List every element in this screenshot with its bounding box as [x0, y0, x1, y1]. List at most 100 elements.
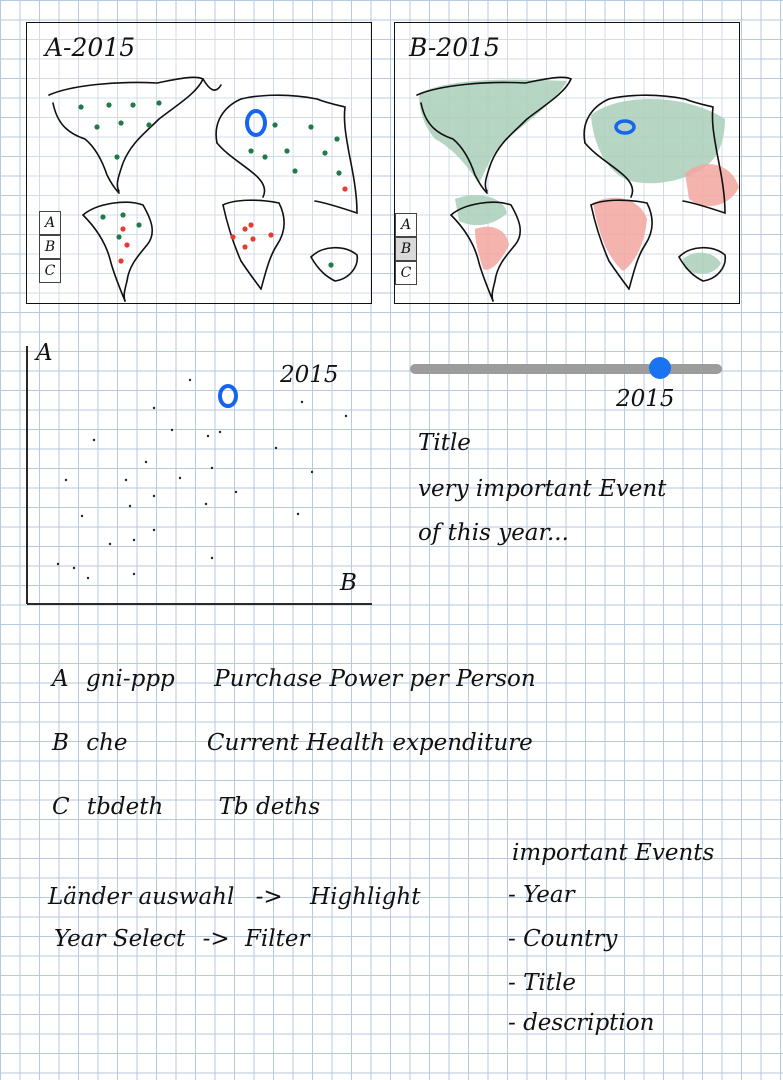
- selected-country-marker: [245, 109, 267, 137]
- greenland-outline: [202, 78, 222, 91]
- country-dot-green[interactable]: [94, 124, 100, 130]
- scatter-point[interactable]: [144, 460, 148, 464]
- country-dot-green[interactable]: [118, 120, 124, 126]
- interaction-country-select: Länder auswahl -> Highlight: [48, 884, 420, 910]
- scatter-year-label: 2015: [280, 362, 339, 388]
- important-events-item-title: - Title: [508, 970, 576, 996]
- important-events-item-description: - description: [508, 1010, 655, 1036]
- country-dot-red[interactable]: [118, 258, 124, 264]
- scatter-point[interactable]: [204, 502, 208, 506]
- interaction-year-select: Year Select -> Filter: [54, 926, 309, 952]
- scatter-point[interactable]: [72, 566, 76, 570]
- scatter-point[interactable]: [92, 438, 96, 442]
- legend-a-option-c[interactable]: C: [39, 259, 61, 283]
- legend-b-option-b[interactable]: B: [395, 237, 417, 261]
- scatter-point[interactable]: [152, 528, 156, 532]
- scatter-point[interactable]: [234, 490, 238, 494]
- scatter-point[interactable]: [300, 400, 304, 404]
- definition-a: A gni-ppp Purchase Power per Person: [52, 666, 536, 692]
- scatter-point[interactable]: [108, 542, 112, 546]
- country-dot-green[interactable]: [292, 168, 298, 174]
- fill-north-america: [419, 79, 567, 183]
- country-dot-red[interactable]: [250, 236, 256, 242]
- interaction-source: Year Select: [54, 926, 186, 952]
- scatter-point[interactable]: [152, 494, 156, 498]
- scatter-point[interactable]: [344, 414, 348, 418]
- country-dot-green[interactable]: [248, 148, 254, 154]
- event-line-1: very important Event: [418, 476, 667, 502]
- scatter-point[interactable]: [132, 538, 136, 542]
- choropleth-fills: [419, 79, 739, 274]
- y-axis-label: A: [36, 340, 53, 366]
- africa-outline: [222, 199, 285, 290]
- scatter-point[interactable]: [310, 470, 314, 474]
- country-dot-green[interactable]: [284, 148, 290, 154]
- country-dot-green[interactable]: [334, 136, 340, 142]
- country-dot-red[interactable]: [248, 222, 254, 228]
- definition-b: B che Current Health expenditure: [52, 730, 533, 756]
- country-dot-green[interactable]: [136, 222, 142, 228]
- scatter-point[interactable]: [188, 378, 192, 382]
- scatter-point[interactable]: [274, 446, 278, 450]
- definition-b-desc: Current Health expenditure: [206, 730, 533, 756]
- country-dot-red[interactable]: [268, 232, 274, 238]
- definition-c-code: tbdeth: [86, 794, 164, 820]
- country-dot-red[interactable]: [230, 234, 236, 240]
- country-dot-green[interactable]: [272, 122, 278, 128]
- definition-c: C tbdeth Tb deths: [52, 794, 320, 820]
- country-dot-green[interactable]: [116, 234, 122, 240]
- country-dot-green[interactable]: [100, 214, 106, 220]
- scatter-point[interactable]: [80, 514, 84, 518]
- country-dot-green[interactable]: [322, 150, 328, 156]
- event-line-2: of this year...: [418, 520, 569, 546]
- legend-b-option-a[interactable]: A: [395, 213, 417, 237]
- south-america-outline: [82, 201, 154, 302]
- country-dot-red[interactable]: [242, 244, 248, 250]
- interaction-target: Filter: [244, 926, 310, 952]
- slider-thumb[interactable]: [648, 357, 671, 379]
- scatter-point[interactable]: [124, 478, 128, 482]
- country-dot-green[interactable]: [78, 104, 84, 110]
- legend-b-option-c[interactable]: C: [395, 261, 417, 285]
- country-dot-green[interactable]: [336, 170, 342, 176]
- country-dot-red[interactable]: [242, 226, 248, 232]
- country-dot-green[interactable]: [156, 100, 162, 106]
- year-slider[interactable]: [410, 357, 722, 379]
- australia-outline: [310, 246, 359, 282]
- scatter-point[interactable]: [132, 572, 136, 576]
- scatter-point[interactable]: [128, 504, 132, 508]
- country-dot-green[interactable]: [114, 154, 120, 160]
- country-dot-red[interactable]: [342, 186, 348, 192]
- important-events-heading: important Events: [512, 840, 715, 866]
- scatter-point[interactable]: [178, 476, 182, 480]
- country-dot-green[interactable]: [262, 154, 268, 160]
- country-dot-green[interactable]: [328, 262, 334, 268]
- map-a-panel: A-2015 A B C: [26, 22, 372, 304]
- scatter-point[interactable]: [64, 478, 68, 482]
- country-dot-red[interactable]: [124, 242, 130, 248]
- country-dot-green[interactable]: [106, 102, 112, 108]
- important-events-item-country: - Country: [508, 926, 618, 952]
- arrow-icon: ->: [202, 926, 230, 952]
- country-dot-red[interactable]: [120, 226, 126, 232]
- x-axis-label: B: [340, 570, 357, 596]
- country-dot-green[interactable]: [146, 122, 152, 128]
- scatter-point[interactable]: [210, 466, 214, 470]
- scatter-point[interactable]: [56, 562, 60, 566]
- country-dot-green[interactable]: [120, 212, 126, 218]
- scatter-point[interactable]: [210, 556, 214, 560]
- legend-a-option-a[interactable]: A: [39, 211, 61, 235]
- scatter-point[interactable]: [296, 512, 300, 516]
- scatter-point[interactable]: [152, 406, 156, 410]
- slider-track[interactable]: [410, 364, 722, 374]
- scatter-point[interactable]: [218, 430, 222, 434]
- scatter-point[interactable]: [170, 428, 174, 432]
- fill-central-america: [455, 195, 507, 226]
- country-dot-green[interactable]: [308, 124, 314, 130]
- legend-a-option-b[interactable]: B: [39, 235, 61, 259]
- scatter-point[interactable]: [206, 434, 210, 438]
- country-dot-green[interactable]: [130, 102, 136, 108]
- important-events-item-year: - Year: [508, 882, 575, 908]
- north-america-outline: [48, 76, 205, 192]
- scatter-point[interactable]: [86, 576, 90, 580]
